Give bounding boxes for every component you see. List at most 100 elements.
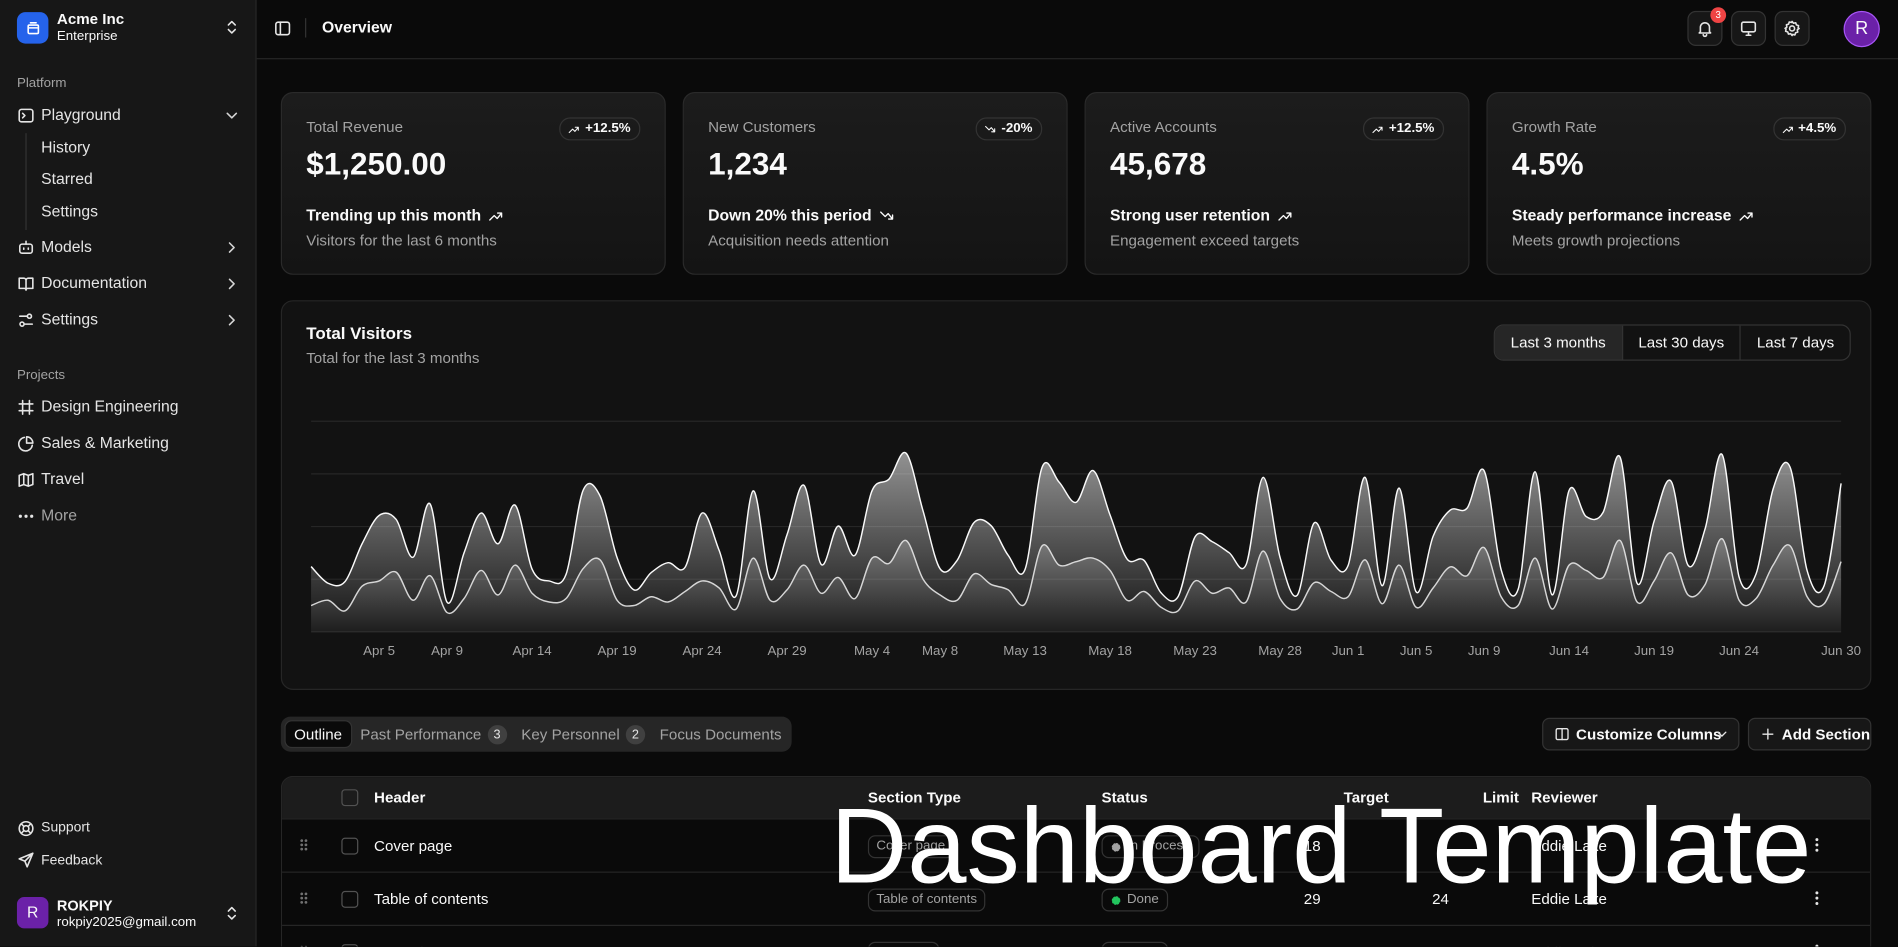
nav-item[interactable]: More <box>41 505 78 525</box>
sidebar <box>0 0 257 947</box>
status-text: Done <box>1127 945 1159 946</box>
range-toggle: Last 3 months Last 30 days Last 7 days <box>1493 324 1852 361</box>
icon-shape <box>985 125 996 133</box>
checkbox[interactable] <box>341 944 359 947</box>
nav-item[interactable]: Documentation <box>41 273 148 292</box>
checkbox[interactable] <box>341 837 359 855</box>
nav-item[interactable]: Feedback <box>41 852 103 868</box>
user-email: rokpiy2025@gmail.com <box>56 915 197 930</box>
x-tick-label: Apr 29 <box>768 643 807 658</box>
trend-icon <box>489 211 503 221</box>
x-tick-label: Apr 19 <box>597 643 636 658</box>
nav-chevron <box>228 241 235 253</box>
nav-icon <box>18 399 34 415</box>
icon-shape <box>21 111 26 119</box>
stat-description: Visitors for the last 6 months <box>306 232 497 250</box>
nav-chevron <box>228 314 235 325</box>
header-button-icon <box>1784 20 1800 37</box>
column-header: Reviewer <box>1531 789 1598 807</box>
stat-value: 1,234 <box>708 145 787 182</box>
icon-shape <box>1372 126 1384 134</box>
header-avatar[interactable]: R <box>1843 10 1880 48</box>
action-icon <box>1762 728 1774 740</box>
nav-chevron <box>226 111 238 119</box>
icon-shape <box>18 852 34 868</box>
nav-icon <box>18 514 34 518</box>
sub-nav-rail <box>25 133 27 230</box>
tab[interactable]: Key Personnel 2 <box>515 720 651 748</box>
stat-title: New Customers <box>708 118 816 136</box>
icon-shape <box>226 111 238 119</box>
row-menu[interactable] <box>1808 836 1825 853</box>
x-tick-label: May 4 <box>854 643 890 658</box>
x-tick-label: Jun 24 <box>1719 643 1759 658</box>
nav-item[interactable]: History <box>41 137 91 157</box>
badge-arrow <box>1782 126 1793 134</box>
stat-trend: Trending up this month <box>306 206 504 225</box>
checkbox[interactable] <box>341 890 359 908</box>
table-row: Executive summary Narrative Done 10 13 Eddie … <box>282 924 1871 947</box>
nav-icon <box>18 276 34 291</box>
tab[interactable]: Outline <box>284 720 352 749</box>
badge-text: +12.5% <box>1388 121 1435 136</box>
x-tick-label: Jun 30 <box>1821 643 1861 658</box>
action-button[interactable]: Add Section <box>1747 717 1872 751</box>
header-button[interactable] <box>1730 10 1767 46</box>
team-plan: Enterprise <box>56 29 118 44</box>
nav-item[interactable]: Starred <box>41 169 93 188</box>
chart-subtitle: Total for the last 3 months <box>306 349 480 367</box>
nav-item[interactable]: Travel <box>41 469 85 488</box>
icon-shape <box>304 843 308 847</box>
icon-shape <box>1740 21 1757 33</box>
trend-text: Down 20% this period <box>708 205 872 224</box>
stat-badge: +4.5% <box>1772 117 1846 141</box>
tab[interactable]: Past Performance 3 <box>354 720 513 748</box>
trend-icon <box>1739 211 1754 221</box>
nav-item[interactable]: Settings <box>41 201 99 220</box>
action-button[interactable]: Customize Columns <box>1542 717 1740 751</box>
nav-item[interactable]: Models <box>41 237 92 256</box>
stat-trend: Strong user retention <box>1110 206 1293 225</box>
nav-item[interactable]: Settings <box>41 309 99 329</box>
icon-shape <box>304 847 308 851</box>
row-menu[interactable] <box>1808 890 1825 907</box>
tab-label: Focus Documents <box>659 725 782 743</box>
status-badge: In Process <box>1101 835 1200 859</box>
tab[interactable]: Focus Documents <box>654 720 788 748</box>
nav-chevron <box>228 277 235 289</box>
cell-header[interactable]: Executive summary <box>374 943 506 946</box>
x-tick-label: Apr 5 <box>363 643 395 658</box>
header-button[interactable] <box>1774 10 1810 46</box>
status-icon <box>1111 896 1121 905</box>
chart: Apr 5 Apr 9 Apr 14 Apr 19 Apr 24 Apr 29 May 4 M… <box>310 420 1861 658</box>
icon-shape <box>26 23 39 34</box>
nav-item[interactable]: Support <box>41 820 90 836</box>
page-title: Overview <box>321 18 392 37</box>
range-button[interactable]: Last 3 months <box>1494 325 1622 360</box>
sidebar-toggle[interactable] <box>274 19 292 37</box>
nav-icon <box>18 435 34 452</box>
status-badge: Done <box>1101 888 1169 912</box>
icon-shape <box>18 472 34 487</box>
cell-header[interactable]: Cover page <box>374 837 453 855</box>
row-menu[interactable] <box>1808 943 1825 947</box>
nav-item[interactable]: Design Engineering <box>41 397 179 416</box>
icon-shape <box>26 312 33 319</box>
icon-shape <box>304 896 308 900</box>
stat-description: Engagement exceed targets <box>1109 232 1300 250</box>
x-tick-label: May 23 <box>1173 643 1217 658</box>
nav-item[interactable]: Sales & Marketing <box>41 433 169 452</box>
icon-shape <box>1111 896 1121 905</box>
cell-header[interactable]: Table of contents <box>374 890 489 908</box>
status-text: In Process <box>1126 838 1190 854</box>
user-name[interactable]: ROKPIY <box>56 896 113 914</box>
stat-card: New Customers -20% 1,234 Down 20% this peri… <box>682 91 1068 275</box>
badge-arrow <box>1372 126 1384 134</box>
icon-shape <box>300 901 304 904</box>
checkbox[interactable] <box>341 789 359 807</box>
nav-item[interactable]: Playground <box>41 105 121 124</box>
range-button[interactable]: Last 7 days <box>1739 325 1850 360</box>
team-name[interactable]: Acme Inc <box>56 10 125 28</box>
range-button[interactable]: Last 30 days <box>1621 325 1739 360</box>
user-menu-icon <box>227 906 237 920</box>
